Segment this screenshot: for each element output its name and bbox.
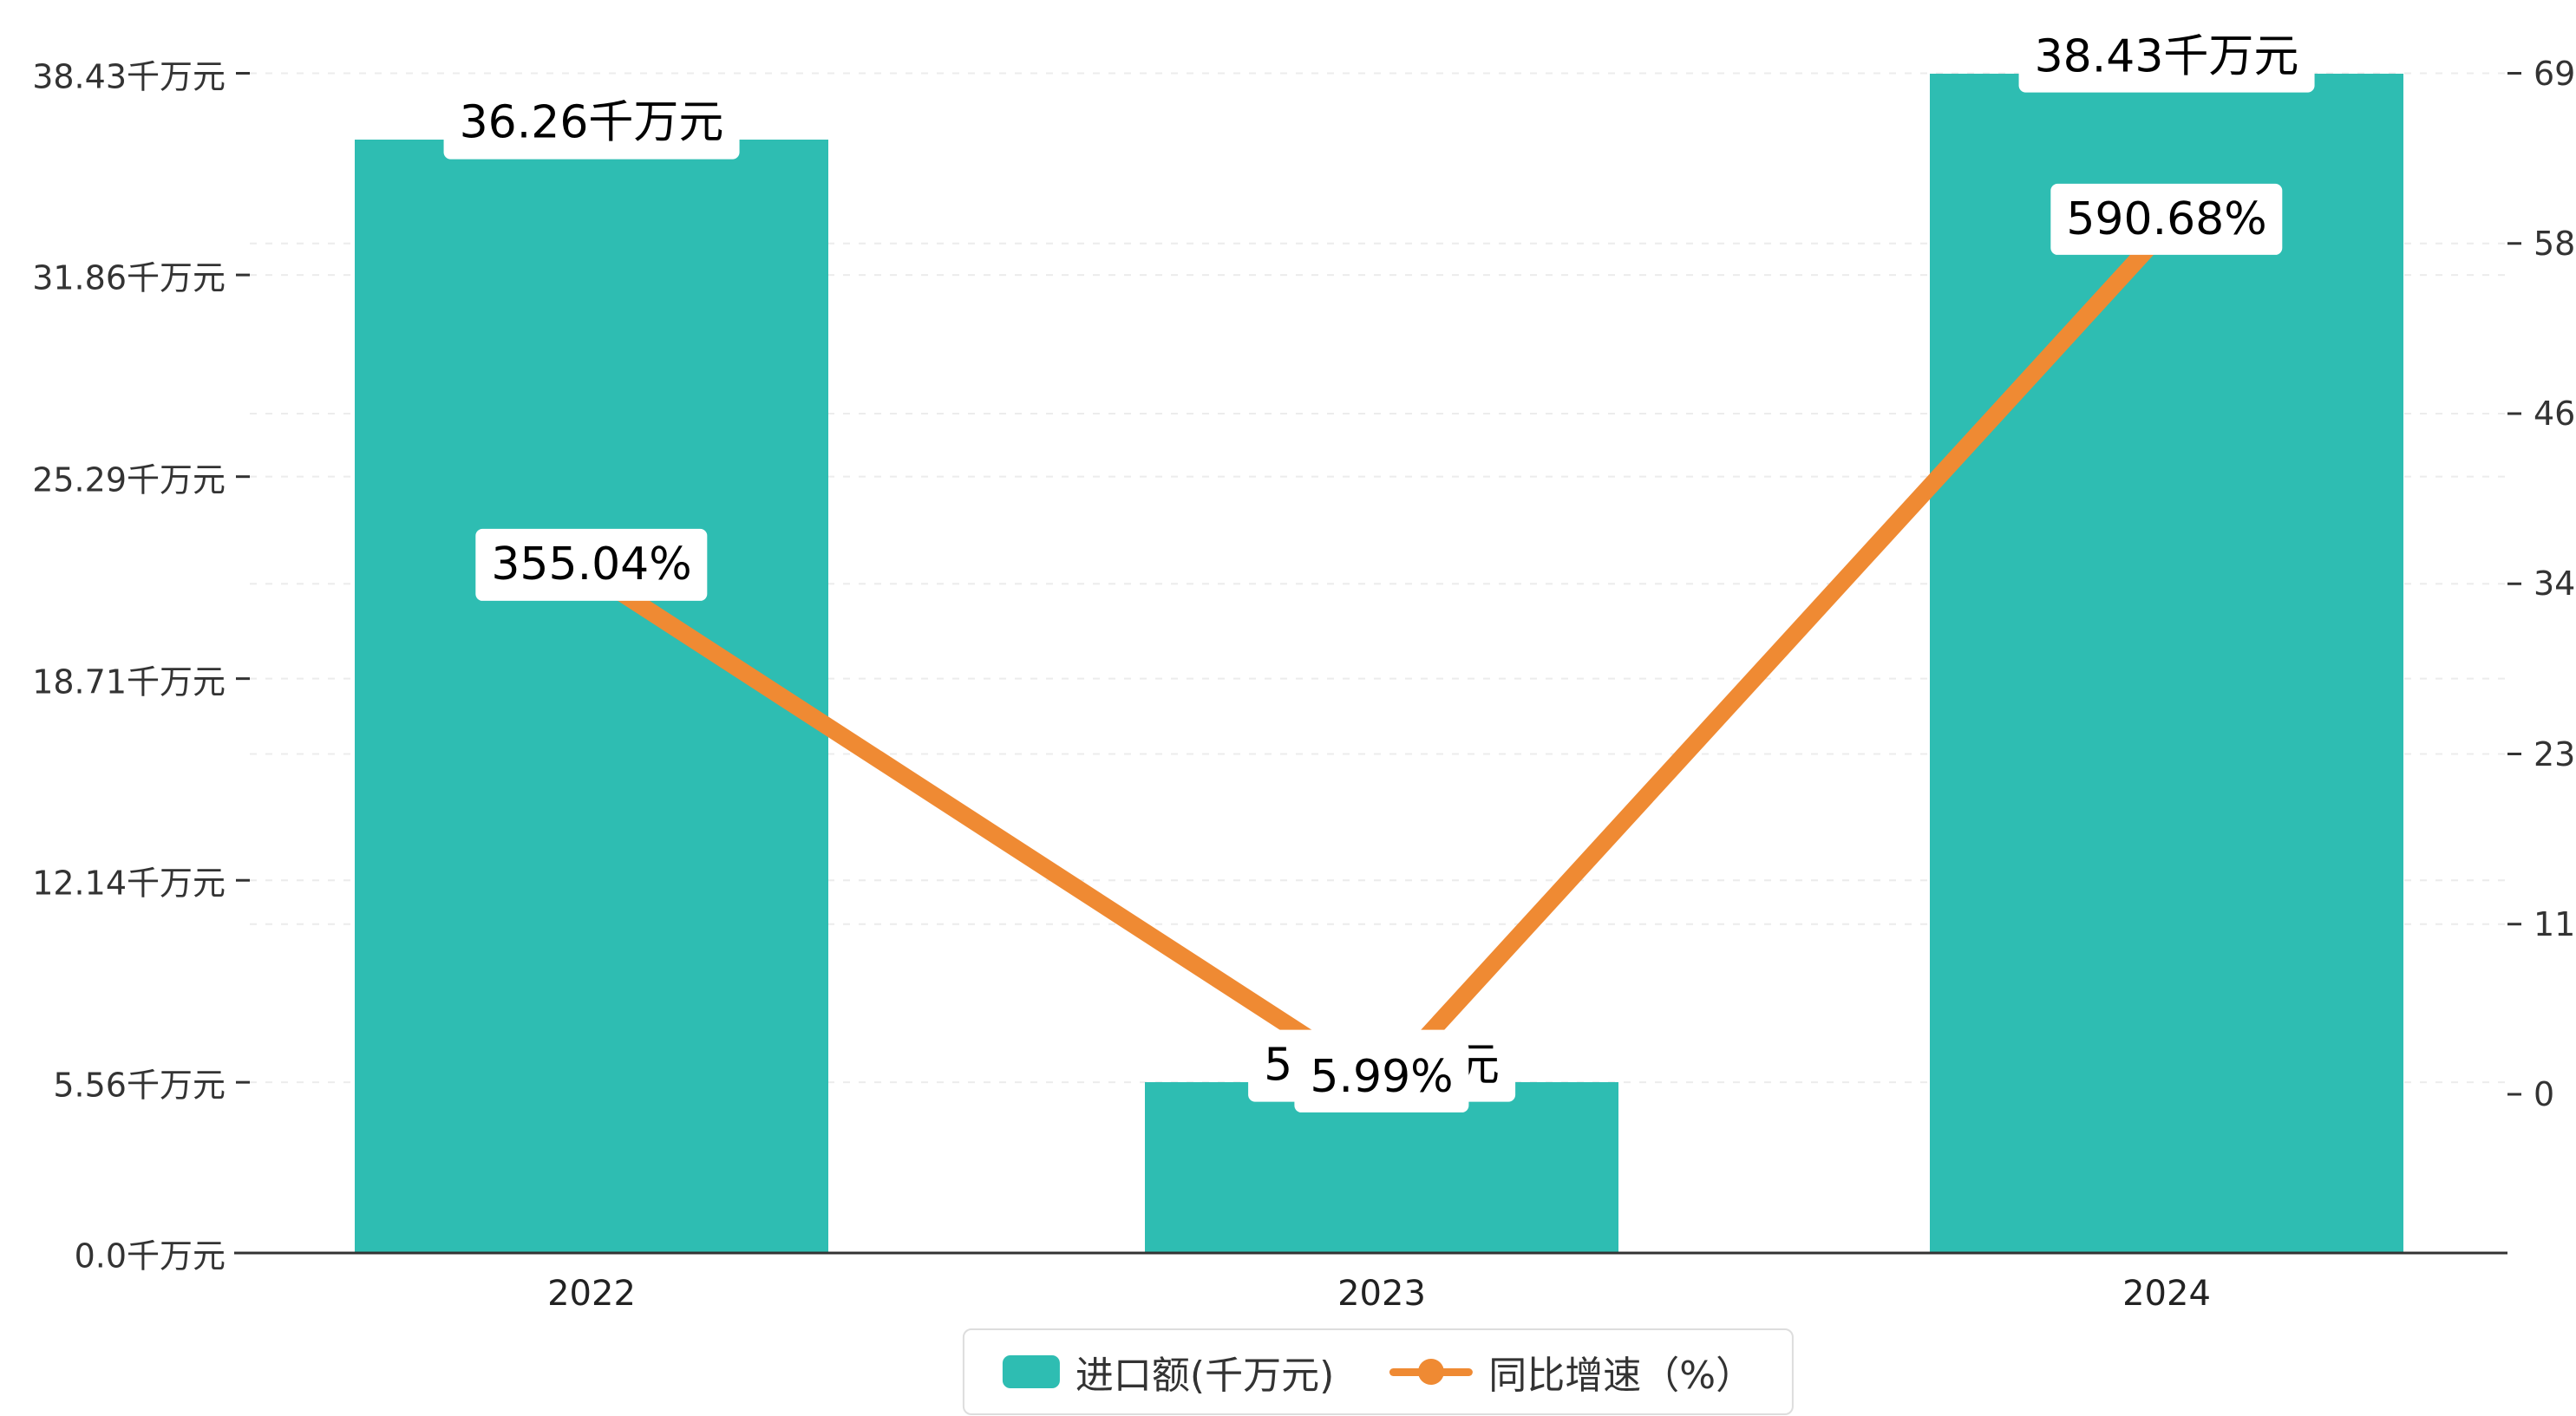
- x-axis-label-2024: 2024: [2122, 1274, 2211, 1314]
- left-axis-tick-label: 5.56千万元: [53, 1066, 226, 1105]
- x-axis-label-2023: 2023: [1337, 1274, 1426, 1314]
- x-axis-label-2022: 2022: [547, 1274, 636, 1314]
- right-axis-tick-label: 580: [2534, 224, 2576, 263]
- legend-item-import-amount[interactable]: 进口额(千万元): [1002, 1344, 1335, 1400]
- right-axis-tick-label: 116: [2534, 904, 2576, 943]
- growth-rate-label-2023: 5.99%: [1294, 1041, 1469, 1113]
- bar-value-label-2022: 36.26千万元: [443, 87, 740, 160]
- left-axis-tick-label: 31.86千万元: [32, 258, 226, 297]
- left-axis-tick-label: 18.71千万元: [32, 662, 226, 701]
- line-series-marker-icon: [1389, 1355, 1474, 1388]
- left-axis-tick-label: 12.14千万元: [32, 864, 226, 903]
- legend-label-yoy-growth: 同比增速（%）: [1488, 1354, 1755, 1398]
- left-axis-tick-label: 25.29千万元: [32, 460, 226, 499]
- right-axis-tick-label: 696: [2534, 54, 2576, 93]
- legend: 进口额(千万元) 同比增速（%）: [962, 1328, 1795, 1415]
- left-axis-tick-label: 0.0千万元: [74, 1237, 226, 1276]
- legend-label-import-amount: 进口额(千万元): [1075, 1354, 1335, 1398]
- right-axis-tick-label: 348: [2534, 564, 2576, 604]
- legend-item-yoy-growth[interactable]: 同比增速（%）: [1389, 1344, 1754, 1400]
- right-axis-tick-label: 464: [2534, 395, 2576, 433]
- bar-series-swatch-icon: [1002, 1355, 1060, 1388]
- growth-rate-label-2022: 355.04%: [475, 529, 708, 601]
- left-axis-tick-label: 38.43千万元: [32, 57, 226, 95]
- right-axis-tick-label: 232: [2534, 734, 2576, 773]
- right-axis-tick-label: 0: [2534, 1075, 2555, 1113]
- growth-rate-label-2024: 590.68%: [2050, 183, 2283, 255]
- bar-value-label-2024: 38.43千万元: [2018, 21, 2315, 93]
